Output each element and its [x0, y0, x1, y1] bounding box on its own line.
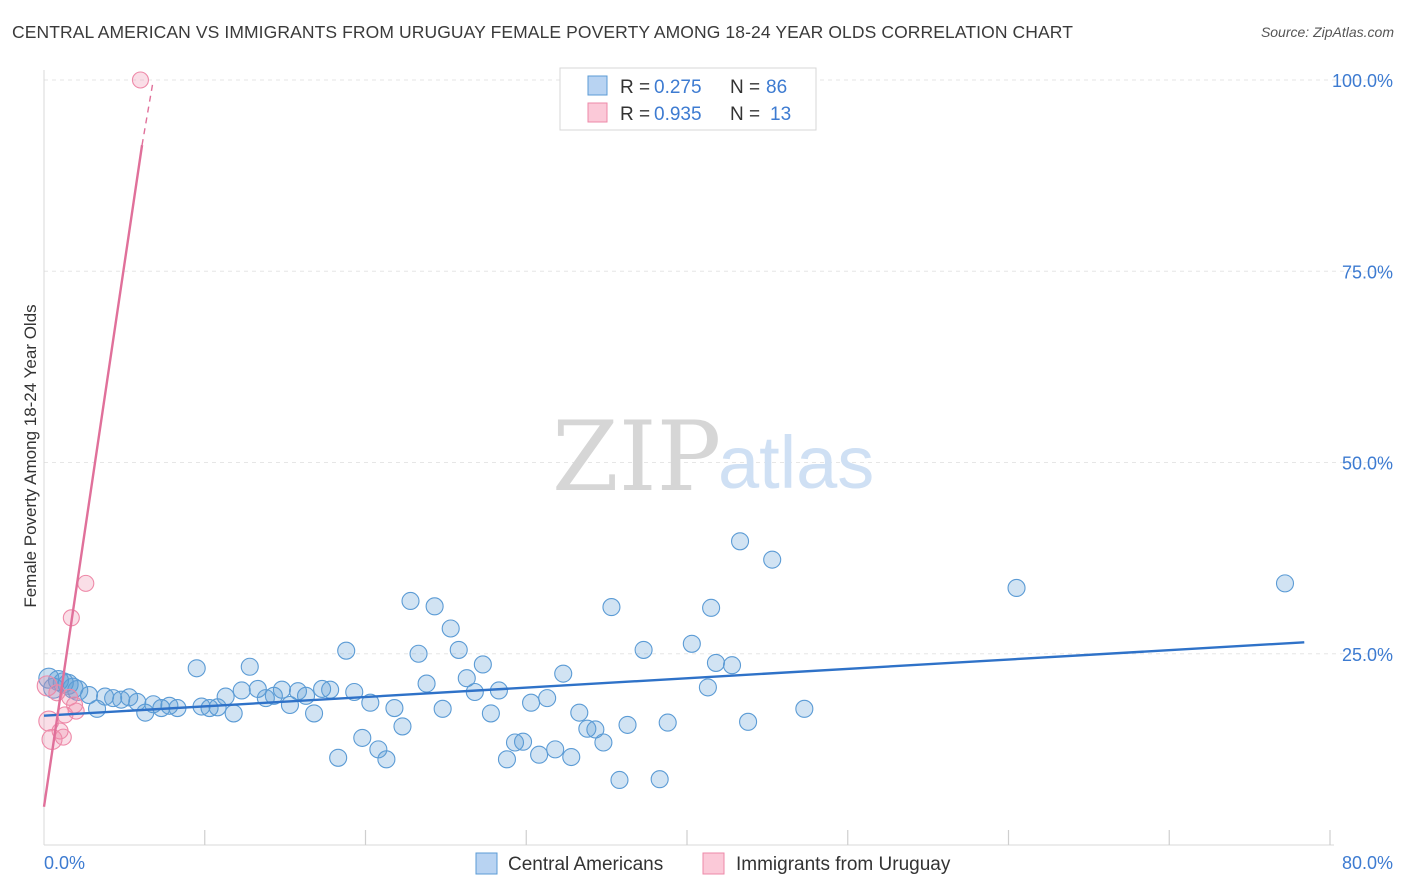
legend-n-label-blue: N = — [730, 77, 760, 98]
point-central-americans-81 — [722, 656, 742, 675]
point-central-americans-50 — [433, 699, 452, 718]
point-central-americans-36 — [321, 680, 340, 699]
legend-r-value-pink: 0.935 — [654, 104, 702, 125]
grid-lines — [44, 79, 1394, 655]
point-central-americans-24 — [224, 704, 243, 723]
point-central-americans-85 — [795, 699, 814, 718]
point-central-americans-67 — [570, 703, 589, 722]
x-ticks — [204, 830, 1331, 845]
trendline-uruguay — [42, 144, 144, 807]
point-central-americans-41 — [361, 693, 380, 712]
point-central-americans-44 — [385, 699, 404, 718]
series-immigrants-uruguay — [36, 71, 149, 750]
point-central-americans-64 — [546, 740, 565, 759]
bottom-legend: Central Americans Immigrants from Urugua… — [475, 852, 951, 875]
point-central-americans-80 — [706, 653, 725, 672]
legend-r-label-pink: R = — [620, 104, 650, 125]
point-central-americans-60 — [513, 732, 533, 751]
legend-r-value-blue: 0.275 — [654, 77, 702, 98]
bottom-legend-swatch-pink — [702, 852, 725, 875]
point-central-americans-74 — [634, 640, 653, 659]
bottom-legend-label-pink: Immigrants from Uruguay — [736, 854, 951, 875]
legend-swatch-pink — [587, 102, 608, 123]
source-label: Source: ZipAtlas.com — [1260, 24, 1394, 40]
point-central-americans-43 — [377, 750, 396, 769]
legend-n-label-pink: N = — [730, 104, 760, 125]
point-central-americans-19 — [187, 659, 206, 678]
point-central-americans-75 — [650, 770, 669, 789]
point-central-americans-25 — [232, 681, 251, 700]
point-central-americans-56 — [481, 704, 500, 723]
point-central-americans-87 — [1275, 574, 1295, 593]
point-central-americans-63 — [538, 689, 557, 708]
point-central-americans-37 — [329, 748, 348, 767]
trend-lines — [42, 79, 1305, 807]
y-tick-label-50: 50.0% — [1342, 454, 1393, 474]
point-central-americans-65 — [554, 664, 573, 683]
point-central-americans-55 — [473, 655, 492, 674]
point-central-americans-70 — [594, 733, 613, 752]
point-central-americans-48 — [417, 674, 436, 693]
point-central-americans-77 — [682, 634, 701, 653]
point-central-americans-6 — [67, 679, 89, 702]
point-central-americans-72 — [610, 770, 629, 790]
point-central-americans-40 — [353, 728, 372, 747]
legend-box: R = 0.275 N = 86 R = 0.935 N = 13 — [559, 67, 817, 131]
point-central-americans-66 — [562, 747, 581, 767]
chart-title: CENTRAL AMERICAN VS IMMIGRANTS FROM URUG… — [12, 22, 1073, 42]
series-central-americans — [38, 532, 1295, 790]
point-central-americans-26 — [240, 657, 259, 676]
point-uruguay-11 — [77, 574, 95, 592]
point-central-americans-62 — [530, 745, 549, 764]
point-uruguay-12 — [131, 71, 149, 89]
watermark-zip: ZIP — [552, 401, 721, 513]
legend-swatch-blue — [587, 75, 608, 96]
point-central-americans-82 — [730, 532, 750, 551]
point-central-americans-38 — [337, 641, 356, 660]
point-central-americans-34 — [305, 704, 324, 723]
watermark: ZIP atlas — [552, 401, 874, 513]
point-central-americans-79 — [702, 598, 721, 617]
point-central-americans-53 — [457, 669, 476, 688]
point-uruguay-0 — [36, 675, 58, 697]
point-central-americans-45 — [393, 717, 412, 736]
point-central-americans-61 — [522, 693, 541, 712]
watermark-atlas: atlas — [718, 421, 874, 504]
point-central-americans-52 — [449, 640, 468, 659]
point-central-americans-51 — [441, 619, 460, 638]
bottom-legend-label-blue: Central Americans — [508, 854, 663, 875]
legend-r-label-blue: R = — [620, 77, 650, 98]
point-central-americans-86 — [1007, 578, 1026, 598]
point-central-americans-7 — [79, 686, 99, 705]
legend-n-value-blue: 86 — [766, 77, 787, 98]
point-central-americans-73 — [618, 715, 637, 734]
point-central-americans-84 — [763, 550, 782, 569]
point-central-americans-46 — [401, 591, 420, 611]
point-central-americans-58 — [497, 750, 517, 769]
y-tick-label-75: 75.0% — [1342, 262, 1393, 282]
y-axis-label: Female Poverty Among 18-24 Year Olds — [21, 304, 40, 607]
bottom-legend-swatch-blue — [475, 852, 498, 875]
x-tick-label-min: 0.0% — [44, 853, 85, 873]
point-central-americans-30 — [272, 680, 291, 699]
x-tick-label-max: 80.0% — [1342, 853, 1393, 873]
y-tick-label-100: 100.0% — [1332, 71, 1393, 91]
point-central-americans-71 — [602, 598, 621, 617]
point-central-americans-78 — [698, 678, 717, 697]
trendline-central-americans — [43, 641, 1305, 717]
legend-n-value-pink: 13 — [770, 104, 791, 125]
point-uruguay-5 — [54, 728, 72, 746]
point-uruguay-10 — [67, 702, 85, 720]
trendline-uruguay-extension — [141, 79, 154, 146]
point-central-americans-76 — [658, 713, 677, 732]
point-central-americans-47 — [409, 644, 428, 663]
point-central-americans-69 — [586, 720, 605, 739]
axes — [43, 70, 1334, 846]
point-central-americans-83 — [739, 712, 758, 731]
point-central-americans-23 — [216, 687, 235, 706]
y-tick-label-25: 25.0% — [1342, 645, 1393, 665]
point-central-americans-49 — [425, 597, 444, 616]
y-tick-labels: 25.0% 50.0% 75.0% 100.0% — [1332, 71, 1393, 665]
